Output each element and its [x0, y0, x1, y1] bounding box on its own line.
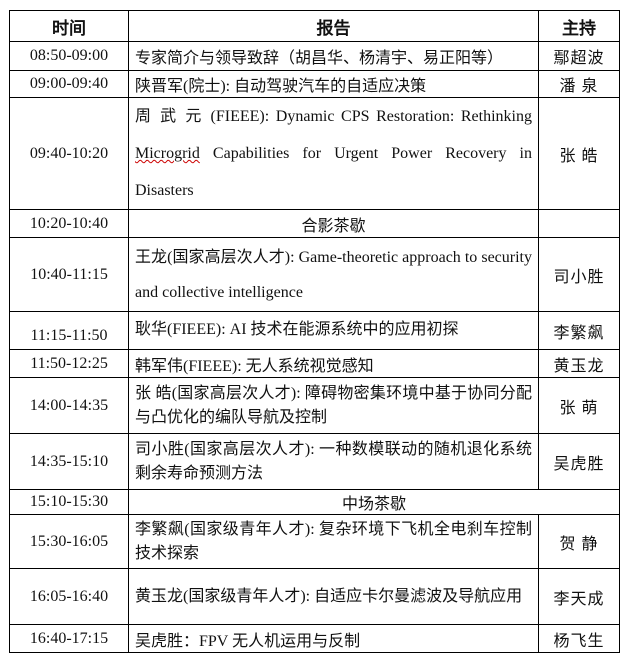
time-cell: 10:40-11:15: [9, 237, 129, 312]
time-cell: 14:35-15:10: [9, 433, 129, 490]
talk-cell: 司小胜(国家高层次人才): 一种数模联动的随机退化系统剩余寿命预测方法: [128, 433, 539, 490]
talk-cell: 周 武 元 (FIEEE): Dynamic CPS Restoration: …: [128, 97, 539, 210]
table-row: 11:50-12:25 韩军伟(FIEEE): 无人系统视觉感知 黄玉龙: [9, 349, 620, 378]
host-cell: [538, 209, 620, 238]
host-cell: 黄玉龙: [538, 349, 620, 378]
host-cell: 张 萌: [538, 377, 620, 434]
host-cell: 贺 静: [538, 514, 620, 569]
time-cell: 08:50-09:00: [9, 41, 129, 71]
time-cell: 14:00-14:35: [9, 377, 129, 434]
header-host: 主持: [538, 10, 620, 42]
break-cell: 中场茶歇: [128, 489, 620, 515]
talk-cell: 陕晋军(院士): 自动驾驶汽车的自适应决策: [128, 70, 539, 98]
talk-cell: 韩军伟(FIEEE): 无人系统视觉感知: [128, 349, 539, 378]
host-cell: 杨飞生: [538, 624, 620, 653]
talk-text: 周 武 元 (FIEEE): Dynamic CPS Restoration: …: [135, 108, 532, 125]
table-row: 15:30-16:05 李繁飙(国家级青年人才): 复杂环境下飞机全电刹车控制技…: [9, 514, 620, 569]
talk-cell: 张 皓(国家高层次人才): 障碍物密集环境中基于协同分配与凸优化的编队导航及控制: [128, 377, 539, 434]
host-cell: 李繁飙: [538, 311, 620, 350]
host-cell: 李天成: [538, 568, 620, 625]
table-row: 08:50-09:00 专家简介与领导致辞（胡昌华、杨清宇、易正阳等） 鄢超波: [9, 41, 620, 71]
time-cell: 10:20-10:40: [9, 209, 129, 238]
host-cell: 司小胜: [538, 237, 620, 312]
host-cell: 鄢超波: [538, 41, 620, 71]
time-cell: 16:05-16:40: [9, 568, 129, 625]
schedule-table: 时间 报告 主持 08:50-09:00 专家简介与领导致辞（胡昌华、杨清宇、易…: [9, 10, 620, 653]
talk-cell: 王龙(国家高层次人才): Game-theoretic approach to …: [128, 237, 539, 312]
table-row: 15:10-15:30 中场茶歇: [9, 489, 620, 515]
table-row: 16:40-17:15 吴虎胜：FPV 无人机运用与反制 杨飞生: [9, 624, 620, 653]
table-row: 14:00-14:35 张 皓(国家高层次人才): 障碍物密集环境中基于协同分配…: [9, 377, 620, 434]
table-row: 10:40-11:15 王龙(国家高层次人才): Game-theoretic …: [9, 237, 620, 312]
talk-cell: 专家简介与领导致辞（胡昌华、杨清宇、易正阳等）: [128, 41, 539, 71]
time-cell: 11:15-11:50: [9, 311, 129, 350]
talk-cell: 吴虎胜：FPV 无人机运用与反制: [128, 624, 539, 653]
time-cell: 11:50-12:25: [9, 349, 129, 378]
talk-cell: 耿华(FIEEE): AI 技术在能源系统中的应用初探: [128, 311, 539, 350]
talk-cell: 黄玉龙(国家级青年人才): 自适应卡尔曼滤波及导航应用: [128, 568, 539, 625]
table-row: 16:05-16:40 黄玉龙(国家级青年人才): 自适应卡尔曼滤波及导航应用 …: [9, 568, 620, 625]
table-row: 14:35-15:10 司小胜(国家高层次人才): 一种数模联动的随机退化系统剩…: [9, 433, 620, 490]
table-row: 09:40-10:20 周 武 元 (FIEEE): Dynamic CPS R…: [9, 97, 620, 210]
host-cell: 潘 泉: [538, 70, 620, 98]
talk-text: Capabilities for Urgent Power Recovery i…: [135, 145, 532, 199]
header-row: 时间 报告 主持: [9, 10, 620, 42]
table-row: 11:15-11:50 耿华(FIEEE): AI 技术在能源系统中的应用初探 …: [9, 311, 620, 350]
header-talk: 报告: [128, 10, 539, 42]
break-cell: 合影茶歇: [128, 209, 539, 238]
table-row: 09:00-09:40 陕晋军(院士): 自动驾驶汽车的自适应决策 潘 泉: [9, 70, 620, 98]
header-time: 时间: [9, 10, 129, 42]
time-cell: 16:40-17:15: [9, 624, 129, 653]
talk-cell: 李繁飙(国家级青年人才): 复杂环境下飞机全电刹车控制技术探索: [128, 514, 539, 569]
spellcheck-word: Microgrid: [135, 145, 200, 162]
time-cell: 09:40-10:20: [9, 97, 129, 210]
host-cell: 张 皓: [538, 97, 620, 210]
time-cell: 15:10-15:30: [9, 489, 129, 515]
time-cell: 09:00-09:40: [9, 70, 129, 98]
host-cell: 吴虎胜: [538, 433, 620, 490]
table-row: 10:20-10:40 合影茶歇: [9, 209, 620, 238]
time-cell: 15:30-16:05: [9, 514, 129, 569]
